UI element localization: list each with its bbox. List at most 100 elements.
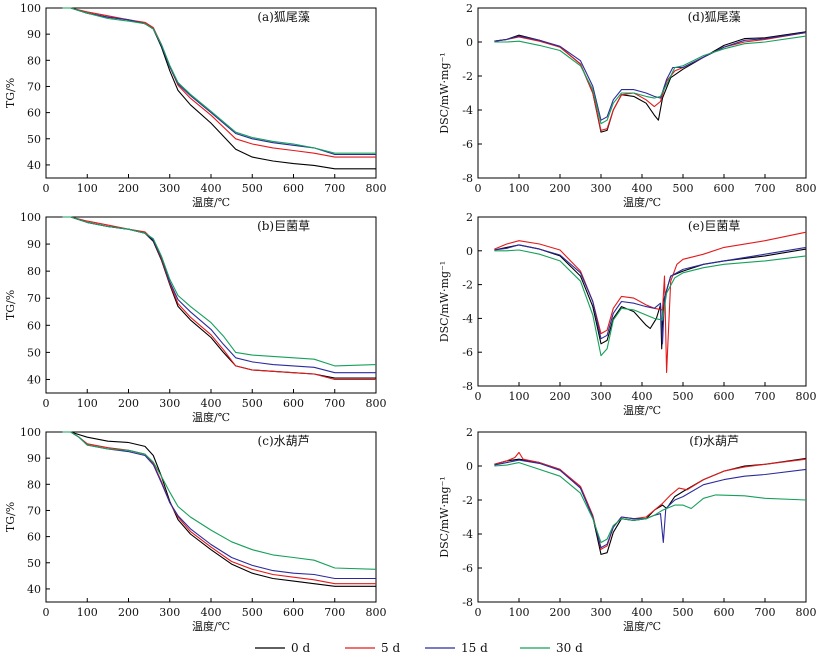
x-tick-label: 100	[77, 606, 98, 619]
x-tick-label: 800	[796, 606, 817, 619]
panel-title: (f)水葫芦	[689, 434, 739, 448]
x-tick-label: 800	[366, 397, 387, 410]
x-tick-label: 300	[591, 182, 612, 195]
x-tick-label: 600	[714, 182, 735, 195]
y-tick-label: 100	[20, 2, 41, 15]
x-tick-label: 200	[118, 182, 139, 195]
x-tick-label: 100	[509, 182, 530, 195]
y-axis-label: TG/%	[4, 502, 17, 532]
y-tick-label: 90	[27, 28, 41, 41]
x-tick-label: 500	[673, 606, 694, 619]
x-tick-label: 300	[159, 182, 180, 195]
y-tick-label: 0	[466, 460, 473, 473]
y-tick-label: 2	[466, 426, 473, 439]
plot-frame	[477, 7, 807, 179]
series-line-2	[62, 7, 376, 158]
panel-title: (c)水葫芦	[258, 434, 310, 448]
x-tick-label: 700	[755, 182, 776, 195]
x-tick-label: 600	[714, 390, 735, 403]
series-line-3	[494, 244, 807, 345]
y-tick-label: 70	[27, 504, 41, 517]
plot-frame	[45, 216, 377, 394]
chart-panel-2: 0 100 200 300 400 500 600 700 800 40 50 60 70 80 90 100…	[4, 211, 387, 424]
legend-label: 0 d	[291, 641, 310, 655]
y-tick-label: 90	[27, 452, 41, 465]
y-tick-label: 50	[27, 346, 41, 359]
x-axis-label: 温度/℃	[623, 619, 661, 633]
x-tick-label: 100	[509, 390, 530, 403]
x-tick-label: 500	[242, 182, 263, 195]
series-line-4	[62, 431, 377, 570]
y-tick-label: 90	[27, 238, 41, 251]
series-line-4	[494, 35, 807, 125]
series-line-1	[62, 7, 376, 170]
x-tick-label: 400	[201, 606, 222, 619]
x-tick-label: 200	[118, 606, 139, 619]
x-tick-label: 0	[475, 182, 482, 195]
legend-item-1: 0 d	[255, 641, 310, 655]
series-line-1	[62, 431, 376, 587]
x-tick-label: 200	[118, 397, 139, 410]
series-line-2	[494, 451, 807, 550]
x-tick-label: 100	[509, 606, 530, 619]
y-tick-label: -6	[462, 562, 473, 575]
y-tick-label: 0	[466, 245, 473, 258]
legend-item-3: 15 d	[425, 641, 488, 655]
y-tick-label: 0	[466, 36, 473, 49]
y-tick-label: 50	[27, 557, 41, 570]
series-line-2	[494, 32, 807, 131]
y-tick-label: -2	[462, 70, 473, 83]
series-line-3	[494, 459, 807, 549]
y-tick-label: -6	[462, 346, 473, 359]
x-axis-label: 温度/℃	[623, 403, 661, 417]
x-axis-label: 温度/℃	[192, 619, 230, 633]
chart-panel-3: 0 100 200 300 400 500 600 700 800 40 50 60 70 80 90 100…	[4, 426, 387, 633]
x-tick-label: 300	[591, 606, 612, 619]
x-tick-label: 600	[714, 606, 735, 619]
x-axis-label: 温度/℃	[192, 195, 230, 209]
y-tick-label: 100	[20, 211, 41, 224]
y-tick-label: 60	[27, 107, 41, 120]
y-axis-label: DSC/mW·mg⁻¹	[438, 476, 451, 557]
x-tick-label: 500	[673, 182, 694, 195]
x-tick-label: 800	[796, 182, 817, 195]
legend-label: 15 d	[461, 641, 488, 655]
x-tick-label: 400	[201, 182, 222, 195]
x-tick-label: 700	[324, 182, 345, 195]
x-tick-label: 0	[475, 606, 482, 619]
x-tick-label: 0	[43, 397, 50, 410]
y-tick-label: 80	[27, 478, 41, 491]
x-tick-label: 200	[550, 182, 571, 195]
y-tick-label: 40	[27, 373, 41, 386]
y-tick-label: 2	[466, 2, 473, 15]
series-line-3	[62, 431, 376, 580]
legend-label: 30 d	[556, 641, 583, 655]
y-tick-label: 2	[466, 211, 473, 224]
x-tick-label: 400	[632, 390, 653, 403]
legend-label: 5 d	[381, 641, 400, 655]
x-tick-label: 500	[242, 397, 263, 410]
x-tick-label: 200	[550, 606, 571, 619]
x-tick-label: 600	[283, 606, 304, 619]
x-tick-label: 700	[324, 397, 345, 410]
x-tick-label: 300	[159, 606, 180, 619]
y-axis-label: TG/%	[4, 290, 17, 320]
plot-frame	[45, 7, 377, 179]
x-tick-label: 500	[673, 390, 694, 403]
chart-panel-6: 0 100 200 300 400 500 600 700 800 -8 -6 -4 -2 0 2 (f)水葫…	[438, 426, 817, 633]
legend: 0 d 5 d 15 d 30 d	[255, 641, 583, 655]
chart-panel-4: 0 100 200 300 400 500 600 700 800 -8 -6 -4 -2 0 2 (d)狐尾…	[438, 2, 817, 209]
legend-item-4: 30 d	[520, 641, 583, 655]
y-tick-label: -4	[462, 104, 473, 117]
series-line-4	[62, 216, 377, 367]
y-tick-label: 40	[27, 159, 41, 172]
x-tick-label: 800	[796, 390, 817, 403]
y-tick-label: 40	[27, 583, 41, 596]
series-line-3	[62, 216, 376, 374]
x-axis-label: 温度/℃	[623, 195, 661, 209]
series-line-3	[62, 7, 376, 156]
x-tick-label: 100	[77, 397, 98, 410]
x-tick-label: 0	[43, 606, 50, 619]
y-tick-label: 60	[27, 319, 41, 332]
